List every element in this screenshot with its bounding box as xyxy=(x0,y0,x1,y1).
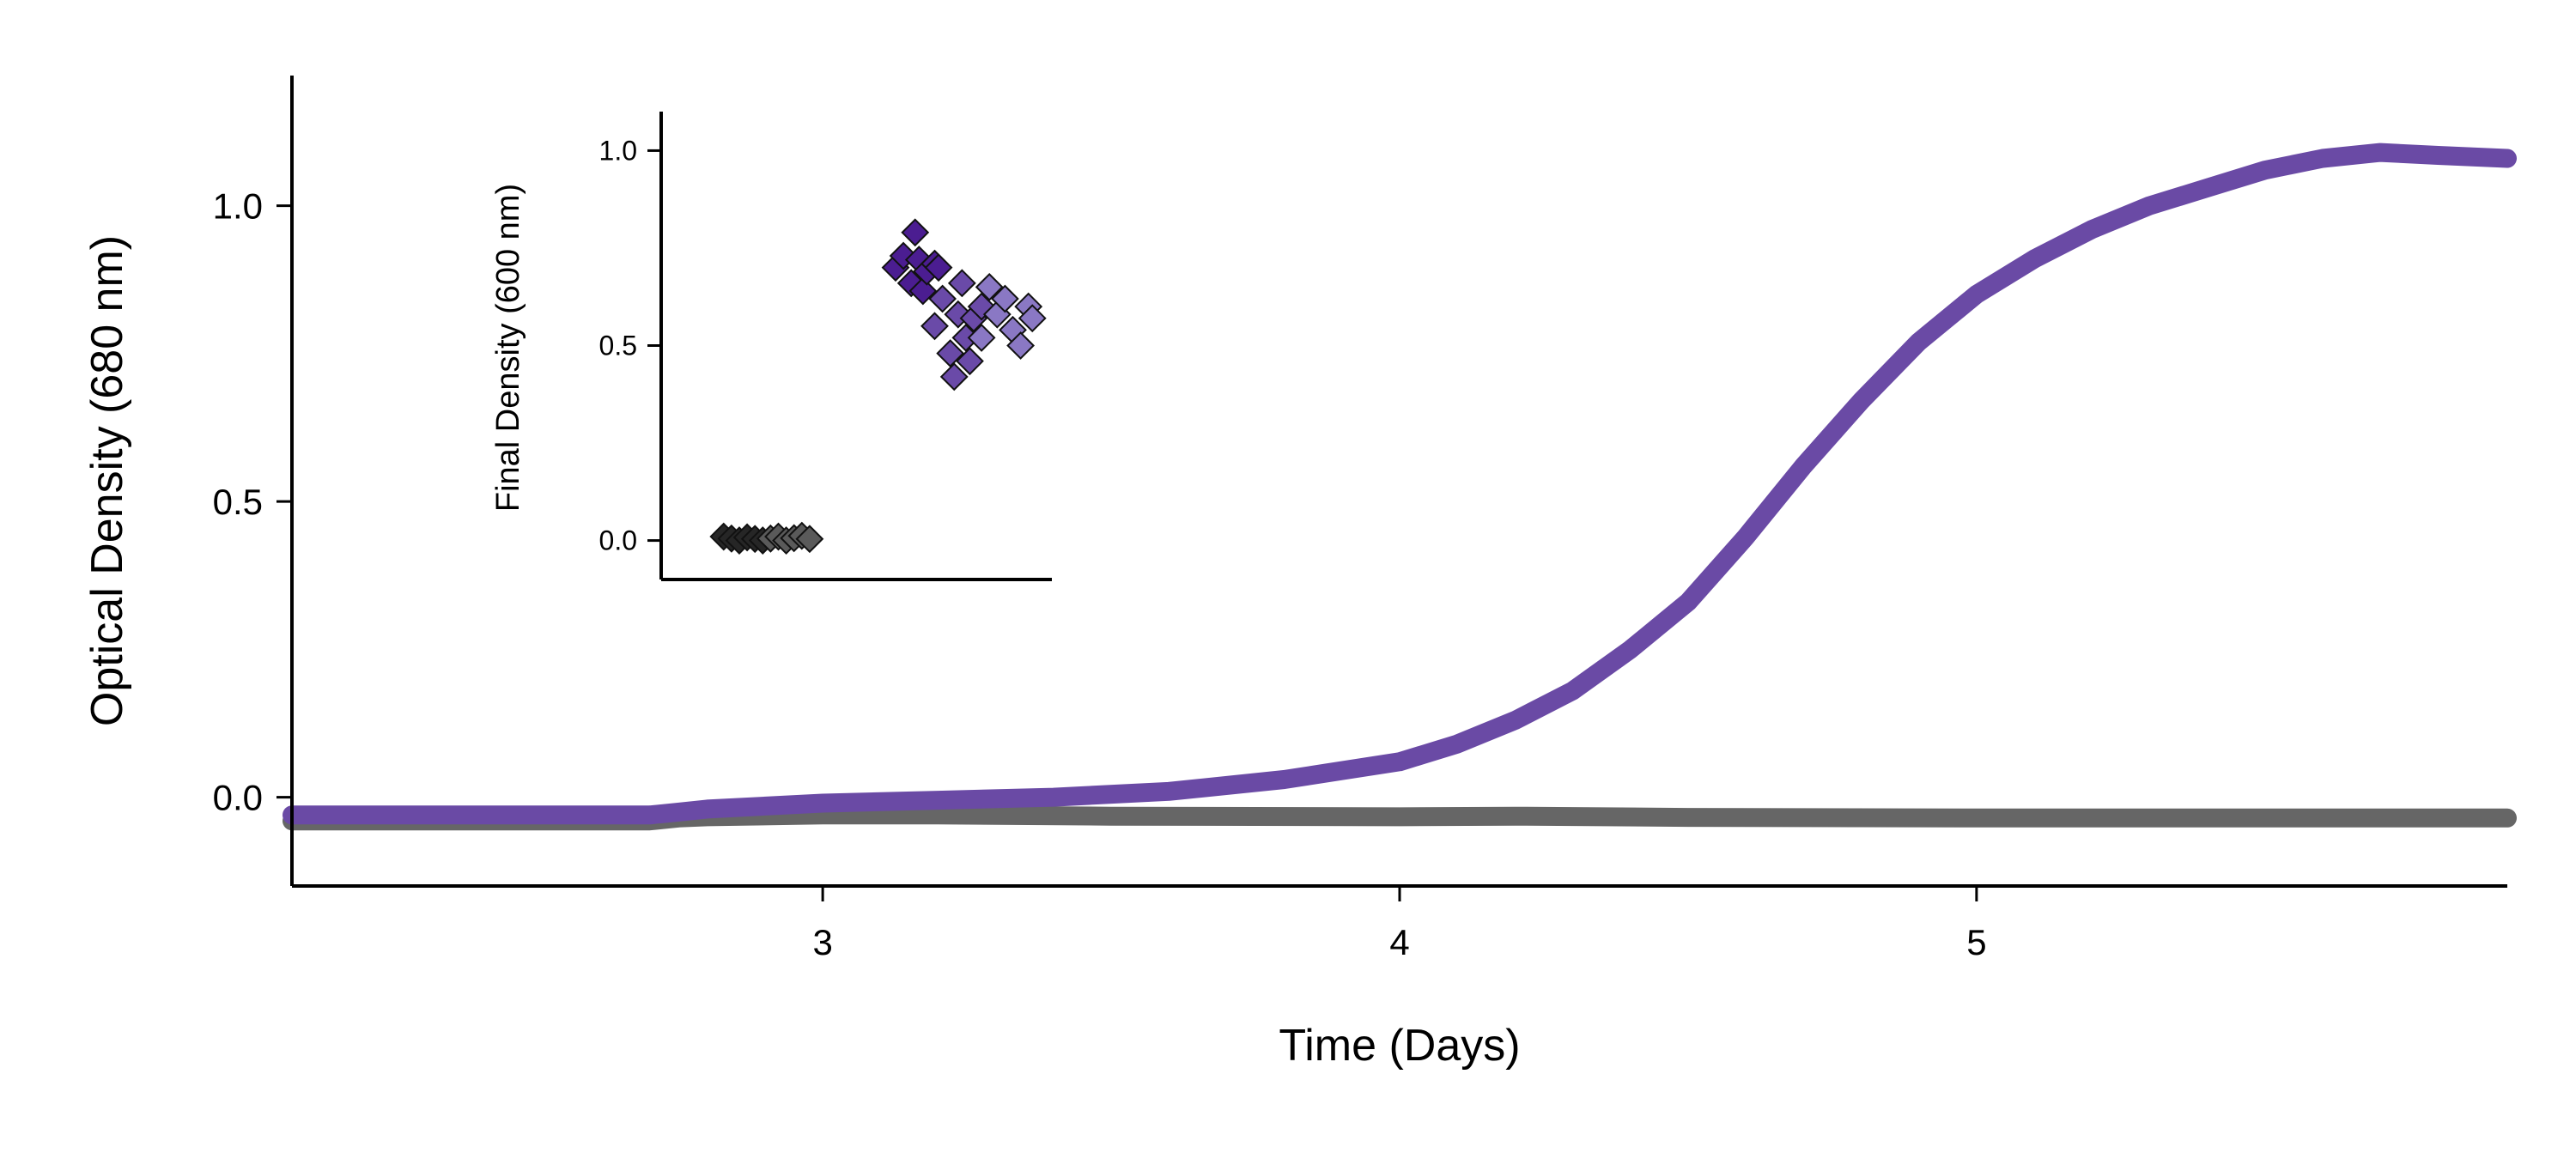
main-y-ticks: 0.0 0.5 1.0 xyxy=(213,186,292,818)
inset-point-series-4 xyxy=(1018,304,1047,333)
inset-y-axis-title: Final Density (600 nm) xyxy=(490,184,526,512)
main-y-tick-label: 1.0 xyxy=(213,186,263,227)
main-lines xyxy=(283,143,2517,831)
inset-point-series-3 xyxy=(944,300,973,329)
series-line-1 xyxy=(283,143,2517,825)
inset-y-tick-label: 1.0 xyxy=(599,135,637,166)
main-x-tick-label: 4 xyxy=(1389,922,1409,962)
inset-point-series-3 xyxy=(928,284,957,313)
inset-point-series-3 xyxy=(947,269,976,298)
inset-point-series-4 xyxy=(990,284,1019,313)
main-x-ticks: 3 4 5 xyxy=(812,886,1987,962)
inset-point-series-4 xyxy=(1006,331,1036,360)
inset-point-series-3 xyxy=(956,347,984,376)
main-x-tick-label: 5 xyxy=(1966,922,1986,962)
inset-point-series-2 xyxy=(901,218,930,247)
inset-y-tick-label: 0.0 xyxy=(599,525,637,556)
inset-point-series-3 xyxy=(936,339,965,367)
inset-point-series-4 xyxy=(975,272,1004,301)
inset-point-series-3 xyxy=(920,312,949,341)
inset-point-series-3 xyxy=(939,362,969,391)
inset-chart: 0.0 0.5 1.0 Final Density (600 nm) xyxy=(490,112,1052,581)
inset-y-tick-label: 0.5 xyxy=(599,331,637,361)
main-x-tick-label: 3 xyxy=(812,922,832,962)
main-x-axis-title: Time (Days) xyxy=(1279,1021,1520,1071)
main-chart: 0.0 0.5 1.0 3 4 5 Time (Days) Optical Densit… xyxy=(82,76,2517,1071)
inset-y-ticks: 0.0 0.5 1.0 xyxy=(599,135,661,556)
main-y-axis-title: Optical Density (680 nm) xyxy=(82,235,132,726)
inset-point-series-2 xyxy=(924,253,953,282)
inset-point-series-2 xyxy=(889,241,918,270)
inset-point-series-4 xyxy=(967,324,996,352)
main-y-tick-label: 0.5 xyxy=(213,482,263,522)
inset-point-series-1 xyxy=(795,525,824,554)
main-y-tick-label: 0.0 xyxy=(213,778,263,818)
inset-points xyxy=(709,218,1047,555)
inset-point-series-2 xyxy=(908,276,938,306)
